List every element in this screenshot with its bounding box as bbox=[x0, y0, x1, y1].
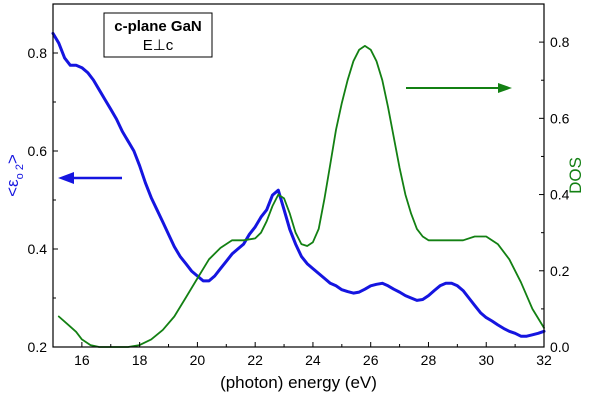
ticks: 16 18 20 22 24 26 28 30 32 0.2 0.4 0.6 0.8 0.0 0.2 0.4 0… bbox=[28, 34, 570, 368]
x-tick-label: 20 bbox=[190, 352, 206, 368]
left-y-label-close: > bbox=[3, 154, 22, 164]
x-tick-label: 16 bbox=[74, 352, 90, 368]
right-y-tick-label: 0.0 bbox=[550, 339, 570, 355]
right-y-axis-label: DOS bbox=[566, 157, 585, 194]
axes bbox=[52, 3, 545, 348]
x-tick-label: 26 bbox=[363, 352, 379, 368]
x-tick-label: 18 bbox=[132, 352, 148, 368]
annotation-line-2: E⊥c bbox=[143, 37, 174, 54]
left-y-label-base: <ε bbox=[3, 179, 22, 197]
plot-frame bbox=[52, 3, 545, 348]
right-y-tick-label: 0.8 bbox=[550, 34, 570, 50]
dos-series-line bbox=[57, 45, 545, 348]
left-y-tick-label: 0.6 bbox=[28, 143, 48, 159]
left-y-label-sub: o 2 bbox=[14, 164, 26, 179]
x-tick-label: 30 bbox=[478, 352, 494, 368]
annotation-line-1: c-plane GaN bbox=[114, 18, 202, 35]
x-tick-label: 32 bbox=[536, 352, 552, 368]
x-axis-label: (photon) energy (eV) bbox=[220, 373, 377, 392]
left-axis-arrow-head bbox=[58, 172, 74, 184]
x-tick-label: 22 bbox=[247, 352, 263, 368]
annotation-frame bbox=[103, 12, 213, 58]
right-axis-arrow-head bbox=[498, 83, 512, 93]
right-y-tick-label: 0.4 bbox=[550, 187, 570, 203]
x-tick-label: 24 bbox=[305, 352, 321, 368]
left-y-tick-label: 0.4 bbox=[28, 241, 48, 257]
annotation-box: c-plane GaN E⊥c bbox=[103, 12, 213, 58]
left-y-axis-label: <εo 2> bbox=[3, 154, 26, 197]
right-y-tick-label: 0.2 bbox=[550, 263, 570, 279]
left-y-tick-label: 0.8 bbox=[28, 45, 48, 61]
left-y-tick-label: 0.2 bbox=[28, 339, 48, 355]
series-layer bbox=[51, 31, 546, 348]
eps2-series-line bbox=[51, 31, 546, 338]
right-y-tick-label: 0.6 bbox=[550, 110, 570, 126]
arrows bbox=[58, 83, 512, 184]
x-tick-label: 28 bbox=[421, 352, 437, 368]
